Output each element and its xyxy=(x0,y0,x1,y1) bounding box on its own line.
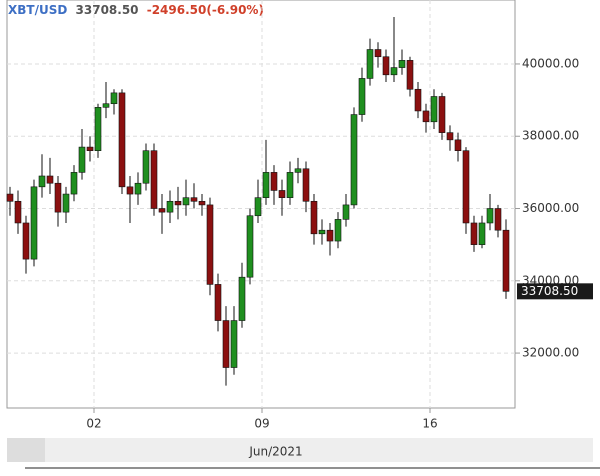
candle-body xyxy=(342,204,350,220)
candle-body xyxy=(310,200,318,235)
candle-body xyxy=(302,168,310,202)
candle-body xyxy=(414,88,422,112)
candle-body xyxy=(206,204,214,285)
candle-body xyxy=(30,186,38,260)
candle-body xyxy=(86,146,94,151)
candle-body xyxy=(470,222,478,245)
candle-body xyxy=(6,193,14,202)
change: -2496.50(-6.90%) xyxy=(147,3,264,17)
candle-body xyxy=(198,200,206,206)
candle-body xyxy=(454,139,462,151)
candle-body xyxy=(142,150,150,184)
candle-body xyxy=(286,172,294,198)
candle-body xyxy=(166,200,174,213)
candle-body xyxy=(78,146,86,173)
candle-body xyxy=(126,186,134,195)
x-tick-label: 16 xyxy=(422,417,437,431)
candle-body xyxy=(182,197,190,206)
candle-body xyxy=(110,92,118,105)
x-tick-label: 09 xyxy=(254,417,269,431)
last-price-badge-label: 33708.50 xyxy=(521,284,578,298)
candle-body xyxy=(134,182,142,195)
candle-body xyxy=(446,132,454,141)
candle-body xyxy=(174,200,182,206)
candle-body xyxy=(230,320,238,368)
scrollbar-track xyxy=(7,438,593,462)
candle-body xyxy=(270,172,278,191)
symbol: XBT/USD xyxy=(8,3,67,17)
candle-body xyxy=(478,222,486,245)
candle-body xyxy=(14,200,22,224)
candle-body xyxy=(502,229,510,292)
candle-body xyxy=(334,219,342,242)
last-price-badge xyxy=(517,283,593,300)
candle-body xyxy=(54,182,62,213)
candle-body xyxy=(350,114,358,206)
candle-body xyxy=(406,60,414,90)
candle-body xyxy=(278,190,286,198)
candle-body xyxy=(118,92,126,188)
header: XBT/USD 33708.50 -2496.50(-6.90%) xyxy=(8,3,264,17)
candle-body xyxy=(318,229,326,235)
x-tick-label: 02 xyxy=(86,417,101,431)
candle-body xyxy=(238,276,246,321)
candle-body xyxy=(214,284,222,321)
candle-body xyxy=(102,103,110,108)
candle-body xyxy=(398,60,406,68)
candle-body xyxy=(190,197,198,202)
candle-body xyxy=(486,208,494,224)
candle-body xyxy=(254,197,262,217)
candle-body xyxy=(366,49,374,79)
last-price: 33708.50 xyxy=(76,3,139,17)
scrollbar-thumb[interactable] xyxy=(7,438,45,462)
y-tick-label: 40000.00 xyxy=(522,56,579,70)
candle-body xyxy=(326,229,334,242)
candle-body xyxy=(70,172,78,195)
y-tick-label: 32000.00 xyxy=(522,346,579,360)
x-axis-label: Jun/2021 xyxy=(248,445,302,459)
candle-body xyxy=(62,193,70,213)
candle-body xyxy=(494,208,502,231)
candle-body xyxy=(46,175,54,184)
candle-body xyxy=(462,150,470,224)
y-tick-label: 36000.00 xyxy=(522,201,579,215)
candle-body xyxy=(422,110,430,123)
candle-body xyxy=(246,215,254,278)
plot-frame xyxy=(6,0,516,409)
candle-body xyxy=(358,78,366,115)
candle-body xyxy=(262,172,270,198)
candle-body xyxy=(150,150,158,209)
candle-body xyxy=(430,96,438,123)
candle-body xyxy=(38,175,46,188)
y-tick-label: 38000.00 xyxy=(522,129,579,143)
candle-body xyxy=(294,168,302,173)
candle-body xyxy=(94,107,102,151)
candle-body xyxy=(382,56,390,76)
candle-body xyxy=(390,67,398,76)
candle-body xyxy=(22,222,30,260)
candle-body xyxy=(222,320,230,368)
candle-body xyxy=(158,208,166,213)
candle-body xyxy=(374,49,382,58)
candle-body xyxy=(438,96,446,133)
